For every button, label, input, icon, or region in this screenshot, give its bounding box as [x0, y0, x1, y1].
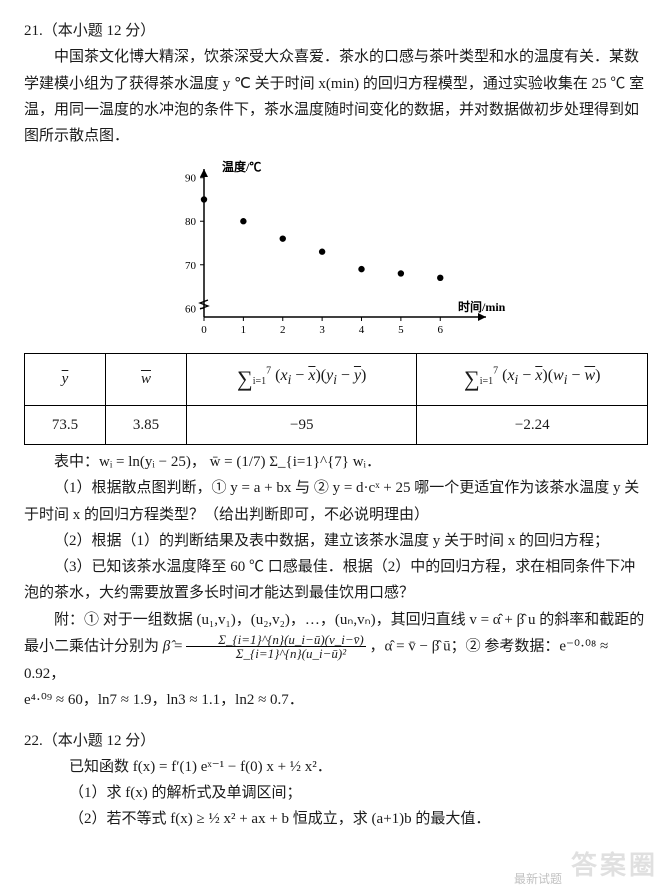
- scatter-chart: 60 70 80 90 0 1 2 3 4 5 6 温度/℃ 时间/min: [24, 155, 648, 345]
- td-sum-xy: −95: [186, 405, 417, 444]
- svg-text:4: 4: [359, 324, 365, 336]
- th-sum-xw: ∑i=17 (xi − x)(wi − w): [417, 354, 648, 406]
- td-sum-xw: −2.24: [417, 405, 648, 444]
- watermark: 答案圈: [571, 843, 658, 889]
- q21-appendix: 附：① 对于一组数据 (u₁,v₁)，(u₂,v₂)，…，(uₙ,vₙ)，其回归…: [24, 607, 648, 688]
- svg-text:6: 6: [438, 324, 444, 336]
- watermark2: 最新试题: [514, 869, 562, 890]
- th-ybar: y: [25, 354, 106, 406]
- q21-sub2: （2）根据（1）的判断结果及表中数据，建立该茶水温度 y 关于时间 x 的回归方…: [24, 528, 648, 554]
- svg-text:3: 3: [319, 324, 325, 336]
- q21-para: 中国茶文化博大精深，饮茶深受大众喜爱．茶水的口感与茶叶类型和水的温度有关．某数学…: [24, 44, 648, 149]
- q21-table-note: 表中：wᵢ = ln(yᵢ − 25)， w̄ = (1/7) Σ_{i=1}^…: [24, 449, 648, 475]
- table-data-row: 73.5 3.85 −95 −2.24: [25, 405, 648, 444]
- td-wbar: 3.85: [105, 405, 186, 444]
- betahat-fraction: Σ_{i=1}^{n}(u_i−ū)(v_i−v̄) Σ_{i=1}^{n}(u…: [186, 633, 366, 661]
- td-ybar: 73.5: [25, 405, 106, 444]
- svg-text:0: 0: [201, 324, 207, 336]
- q21-sub1: （1）根据散点图判断，① y = a + bx 与 ② y = d·cˣ + 2…: [24, 475, 648, 528]
- q21-appendix2: e⁴·⁰⁹ ≈ 60，ln7 ≈ 1.9，ln3 ≈ 1.1，ln2 ≈ 0.7…: [24, 687, 648, 713]
- stats-table: y w ∑i=17 (xi − x)(yi − y) ∑i=17 (xi − x…: [24, 353, 648, 445]
- q21-heading: 21.（本小题 12 分）: [24, 18, 648, 44]
- q22-heading: 22.（本小题 12 分）: [24, 728, 648, 754]
- q22-stem: 已知函数 f(x) = f′(1) eˣ⁻¹ − f(0) x + ½ x²．: [24, 754, 648, 780]
- svg-text:1: 1: [241, 324, 247, 336]
- q22-sub2: （2）若不等式 f(x) ≥ ½ x² + ax + b 恒成立，求 (a+1)…: [24, 806, 648, 832]
- svg-text:时间/min: 时间/min: [458, 299, 506, 314]
- th-sum-xy: ∑i=17 (xi − x)(yi − y): [186, 354, 417, 406]
- svg-text:2: 2: [280, 324, 286, 336]
- svg-text:60: 60: [185, 304, 197, 316]
- svg-text:70: 70: [185, 260, 197, 272]
- th-wbar: w: [105, 354, 186, 406]
- q22-sub1: （1）求 f(x) 的解析式及单调区间；: [24, 780, 648, 806]
- q21-sub3: （3）已知该茶水温度降至 60 ℃ 口感最佳．根据（2）中的回归方程，求在相同条…: [24, 554, 648, 607]
- svg-text:90: 90: [185, 173, 197, 185]
- scatter-svg: 60 70 80 90 0 1 2 3 4 5 6 温度/℃ 时间/min: [156, 155, 516, 345]
- svg-text:温度/℃: 温度/℃: [222, 159, 261, 174]
- table-header-row: y w ∑i=17 (xi − x)(yi − y) ∑i=17 (xi − x…: [25, 354, 648, 406]
- svg-text:80: 80: [185, 216, 197, 228]
- svg-text:5: 5: [398, 324, 404, 336]
